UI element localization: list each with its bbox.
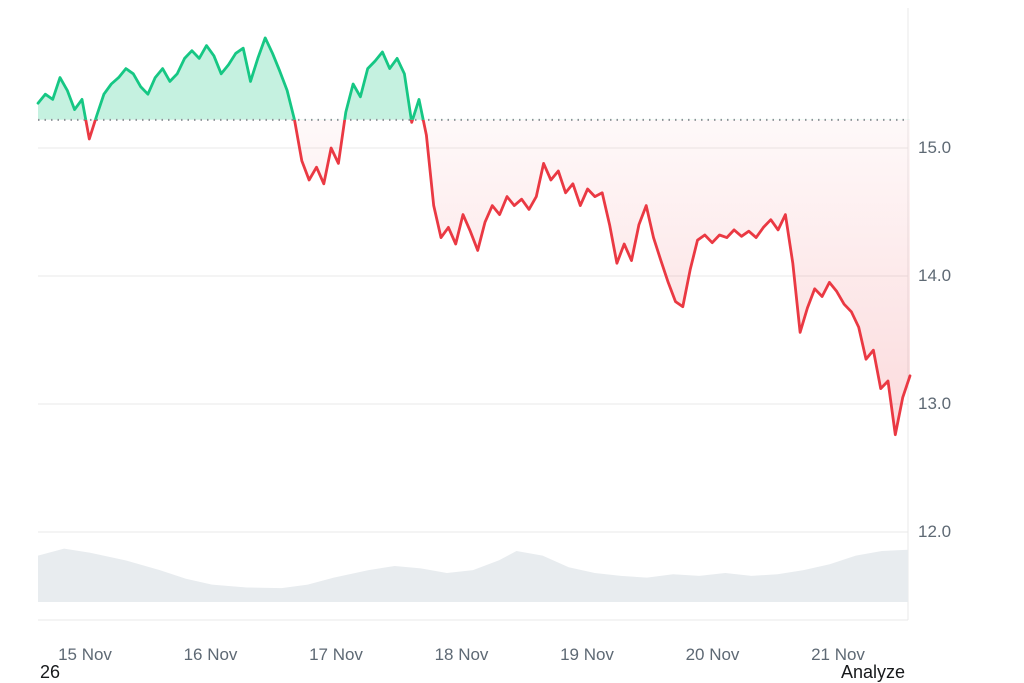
y-axis-label: 12.0 bbox=[918, 522, 952, 541]
y-axis-label: 14.0 bbox=[918, 266, 952, 285]
footer-note: 26 bbox=[40, 662, 61, 682]
y-axis-label: 15.0 bbox=[918, 138, 952, 157]
price-line-down bbox=[84, 119, 912, 437]
price-area-up bbox=[38, 37, 910, 120]
x-axis-label: 17 Nov bbox=[309, 645, 363, 664]
price-line-up bbox=[36, 36, 425, 120]
x-axis-label: 20 Nov bbox=[685, 645, 740, 664]
x-axis-label: 16 Nov bbox=[183, 645, 238, 664]
analyze-link[interactable]: Analyze bbox=[840, 662, 905, 682]
volume-area bbox=[38, 548, 908, 602]
y-axis-label: 13.0 bbox=[918, 394, 952, 413]
x-axis-label: 18 Nov bbox=[434, 645, 489, 664]
x-axis-label: 15 Nov bbox=[58, 645, 112, 664]
price-area-down bbox=[85, 119, 910, 435]
x-axis-label: 19 Nov bbox=[560, 645, 614, 664]
x-axis-label: 21 Nov bbox=[811, 645, 865, 664]
